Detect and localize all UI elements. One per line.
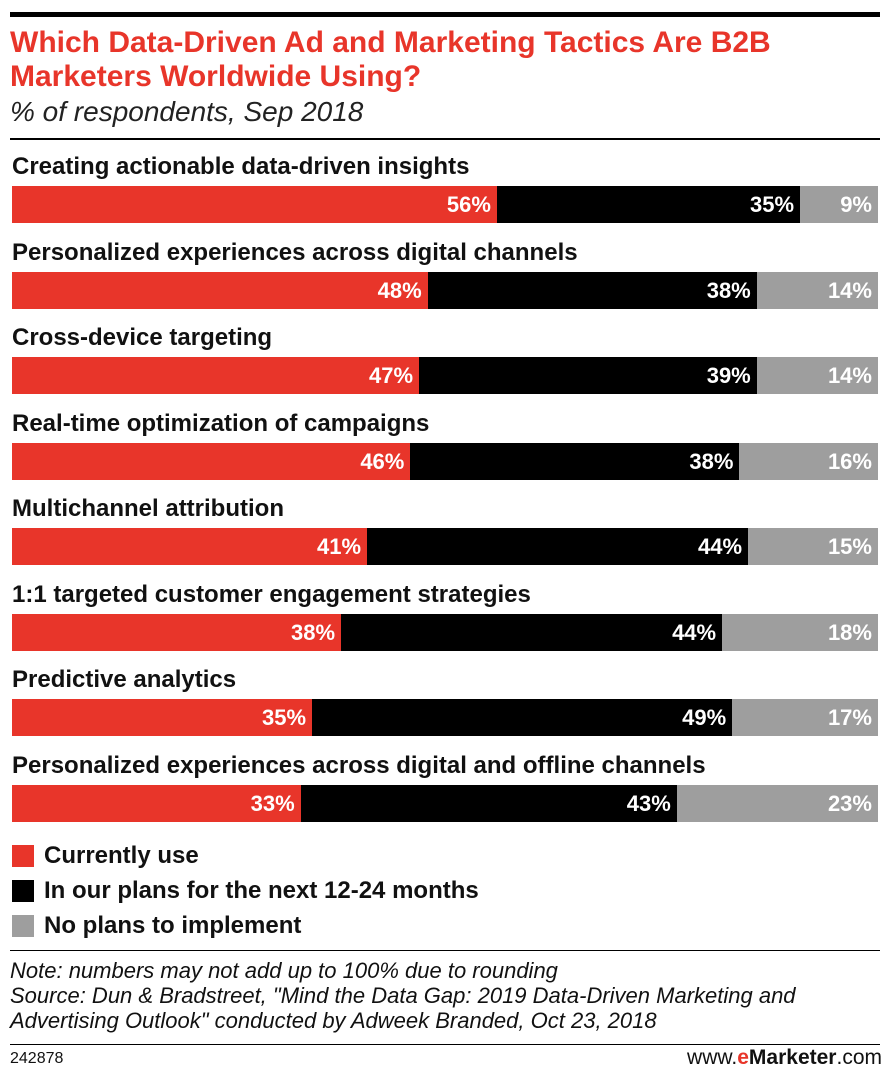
credit-suffix: .com [836, 1046, 882, 1069]
bar-segment-no-plans [739, 442, 878, 480]
legend-label: In our plans for the next 12-24 months [44, 876, 479, 904]
data-label: 35% [262, 705, 307, 730]
category-label: Creating actionable data-driven insights [12, 153, 470, 180]
bar-segment-plans [496, 186, 801, 223]
credit-prefix: www. [687, 1046, 738, 1069]
data-label: 15% [827, 534, 872, 559]
legend-item: In our plans for the next 12-24 months [12, 873, 479, 908]
bottom-divider [10, 1044, 880, 1045]
data-label: 48% [377, 277, 422, 303]
legend-item: Currently use [12, 838, 479, 873]
bar-segment-plans [410, 442, 740, 480]
legend-swatch [12, 844, 34, 867]
credit-link[interactable]: www.eMarketer.com [687, 1046, 882, 1070]
data-label: 38% [706, 277, 751, 303]
bar-segment-plans [427, 271, 757, 309]
bar-segment-plans [419, 357, 757, 394]
data-label: 35% [750, 192, 795, 217]
data-label: 14% [827, 277, 872, 303]
credit-brand-e: e [737, 1046, 749, 1069]
category-label: Cross-device targeting [12, 324, 273, 351]
chart-id: 242878 [10, 1050, 64, 1067]
category-label: Personalized experiences across digital … [12, 751, 706, 779]
category-label: Real-time optimization of campaigns [12, 409, 430, 437]
legend-label: No plans to implement [44, 911, 302, 939]
bar-segment-plans [312, 699, 733, 736]
data-label: 47% [368, 363, 414, 388]
bar-segment-currently-use [12, 271, 428, 309]
bar-segment-plans [367, 528, 749, 565]
data-label: 44% [672, 619, 717, 645]
header-divider [10, 138, 880, 140]
bar-segment-currently-use [12, 784, 301, 822]
legend: Currently use In our plans for the next 1… [12, 838, 479, 943]
credit-brand-rest: Marketer [748, 1046, 837, 1069]
bar-segment-plans [341, 613, 723, 651]
data-label: 41% [317, 534, 362, 559]
data-label: 38% [689, 448, 734, 474]
data-label: 43% [626, 790, 671, 816]
data-label: 38% [291, 619, 336, 645]
data-label: 46% [360, 448, 405, 474]
footer-divider [10, 950, 880, 951]
legend-label: Currently use [44, 841, 199, 869]
category-label: 1:1 targeted customer engagement strateg… [12, 580, 531, 608]
bar-segment-plans [300, 784, 677, 822]
bar-segment-currently-use [12, 528, 368, 565]
source-text: Source: Dun & Bradstreet, "Mind the Data… [10, 983, 796, 1033]
legend-item: No plans to implement [12, 908, 479, 943]
data-label: 17% [827, 705, 872, 730]
bar-segment-no-plans [748, 528, 878, 565]
category-label: Multichannel attribution [12, 495, 284, 522]
bar-segment-no-plans [722, 613, 878, 651]
bar-segment-no-plans [756, 271, 878, 309]
bar-segment-no-plans [732, 699, 878, 736]
bar-segment-currently-use [12, 699, 313, 736]
note-text: Note: numbers may not add up to 100% due… [10, 958, 558, 983]
data-label: 23% [827, 790, 872, 816]
bar-segment-currently-use [12, 357, 420, 394]
bar-segment-currently-use [12, 613, 342, 651]
data-label: 14% [827, 363, 872, 388]
data-label: 33% [250, 790, 295, 816]
bar-segment-no-plans [756, 357, 878, 394]
bar-segment-no-plans [800, 186, 878, 223]
footnotes: Note: numbers may not add up to 100% due… [10, 958, 886, 1033]
chart-subtitle: % of respondents, Sep 2018 [10, 96, 364, 127]
bar-segment-currently-use [12, 186, 497, 223]
data-label: 49% [682, 705, 727, 730]
data-label: 18% [827, 619, 872, 645]
data-label: 44% [698, 534, 743, 559]
data-label: 9% [840, 192, 872, 217]
chart-title: Which Data-Driven Ad and Marketing Tacti… [10, 26, 771, 93]
stacked-bar-chart: Creating actionable data-driven insights… [0, 150, 894, 830]
data-label: 16% [827, 448, 872, 474]
legend-swatch [12, 914, 34, 937]
data-label: 56% [446, 192, 491, 217]
bar-segment-currently-use [12, 442, 411, 480]
category-label: Personalized experiences across digital … [12, 238, 578, 266]
legend-swatch [12, 879, 34, 902]
category-label: Predictive analytics [12, 666, 237, 693]
bar-segment-no-plans [676, 784, 878, 822]
data-label: 39% [706, 363, 751, 388]
top-rule [10, 12, 880, 17]
